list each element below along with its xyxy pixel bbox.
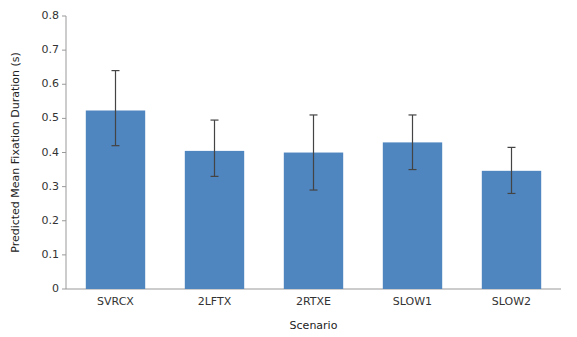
x-axis: SVRCX 2LFTX 2RTXE SLOW1 SLOW2 <box>66 289 561 308</box>
chart-container: 0 0.1 0.2 0.3 0.4 0.5 0.6 0.7 0.8 Predicted Mean … <box>0 0 577 337</box>
error-bar-cap <box>310 189 318 190</box>
error-bar-stem <box>214 120 215 176</box>
y-tick-label: 0.3 <box>42 180 60 193</box>
y-tick <box>62 254 66 255</box>
error-bar <box>508 147 516 193</box>
y-tick <box>62 84 66 85</box>
y-tick-label: 0.4 <box>42 146 60 159</box>
error-bar-cap <box>211 176 219 177</box>
error-bar-cap <box>310 114 318 115</box>
error-bar-cap <box>409 114 417 115</box>
y-tick <box>62 220 66 221</box>
error-bar-cap <box>112 70 120 71</box>
y-tick-label: 0.1 <box>42 248 60 261</box>
error-bar-cap <box>508 147 516 148</box>
error-bar-stem <box>115 71 116 146</box>
y-tick-label: 0.8 <box>42 9 60 22</box>
error-bar <box>310 115 318 190</box>
error-bar-stem <box>412 115 413 170</box>
y-tick-label: 0.2 <box>42 214 60 227</box>
y-axis: 0 0.1 0.2 0.3 0.4 0.5 0.6 0.7 0.8 <box>42 9 67 295</box>
y-axis-label: Predicted Mean Fixation Duration (s) <box>9 52 22 253</box>
x-axis-label: Scenario <box>290 319 338 332</box>
y-tick <box>62 16 66 17</box>
y-tick <box>62 186 66 187</box>
x-tick-label: 2RTXE <box>296 295 331 308</box>
error-bar <box>211 120 219 176</box>
error-bar <box>112 71 120 146</box>
error-bar-cap <box>211 119 219 120</box>
error-bar-cap <box>409 169 417 170</box>
y-tick <box>62 118 66 119</box>
y-tick-label: 0.5 <box>42 111 60 124</box>
error-bar-stem <box>313 115 314 190</box>
x-tick-label: SLOW2 <box>492 295 531 308</box>
x-tick-label: SVRCX <box>97 295 134 308</box>
y-tick <box>62 152 66 153</box>
y-tick-label: 0 <box>52 282 59 295</box>
x-tick-label: 2LFTX <box>198 295 232 308</box>
error-bar-cap <box>508 193 516 194</box>
plot-area <box>86 71 541 289</box>
error-bar-cap <box>112 145 120 146</box>
chart-svg: 0 0.1 0.2 0.3 0.4 0.5 0.6 0.7 0.8 Predicted Mean … <box>0 0 577 337</box>
error-bar-stem <box>511 147 512 193</box>
y-tick <box>62 50 66 51</box>
y-tick-label: 0.7 <box>42 43 60 56</box>
y-tick-label: 0.6 <box>42 77 60 90</box>
error-bar <box>409 115 417 170</box>
y-tick <box>62 289 66 290</box>
x-tick-label: SLOW1 <box>393 295 432 308</box>
